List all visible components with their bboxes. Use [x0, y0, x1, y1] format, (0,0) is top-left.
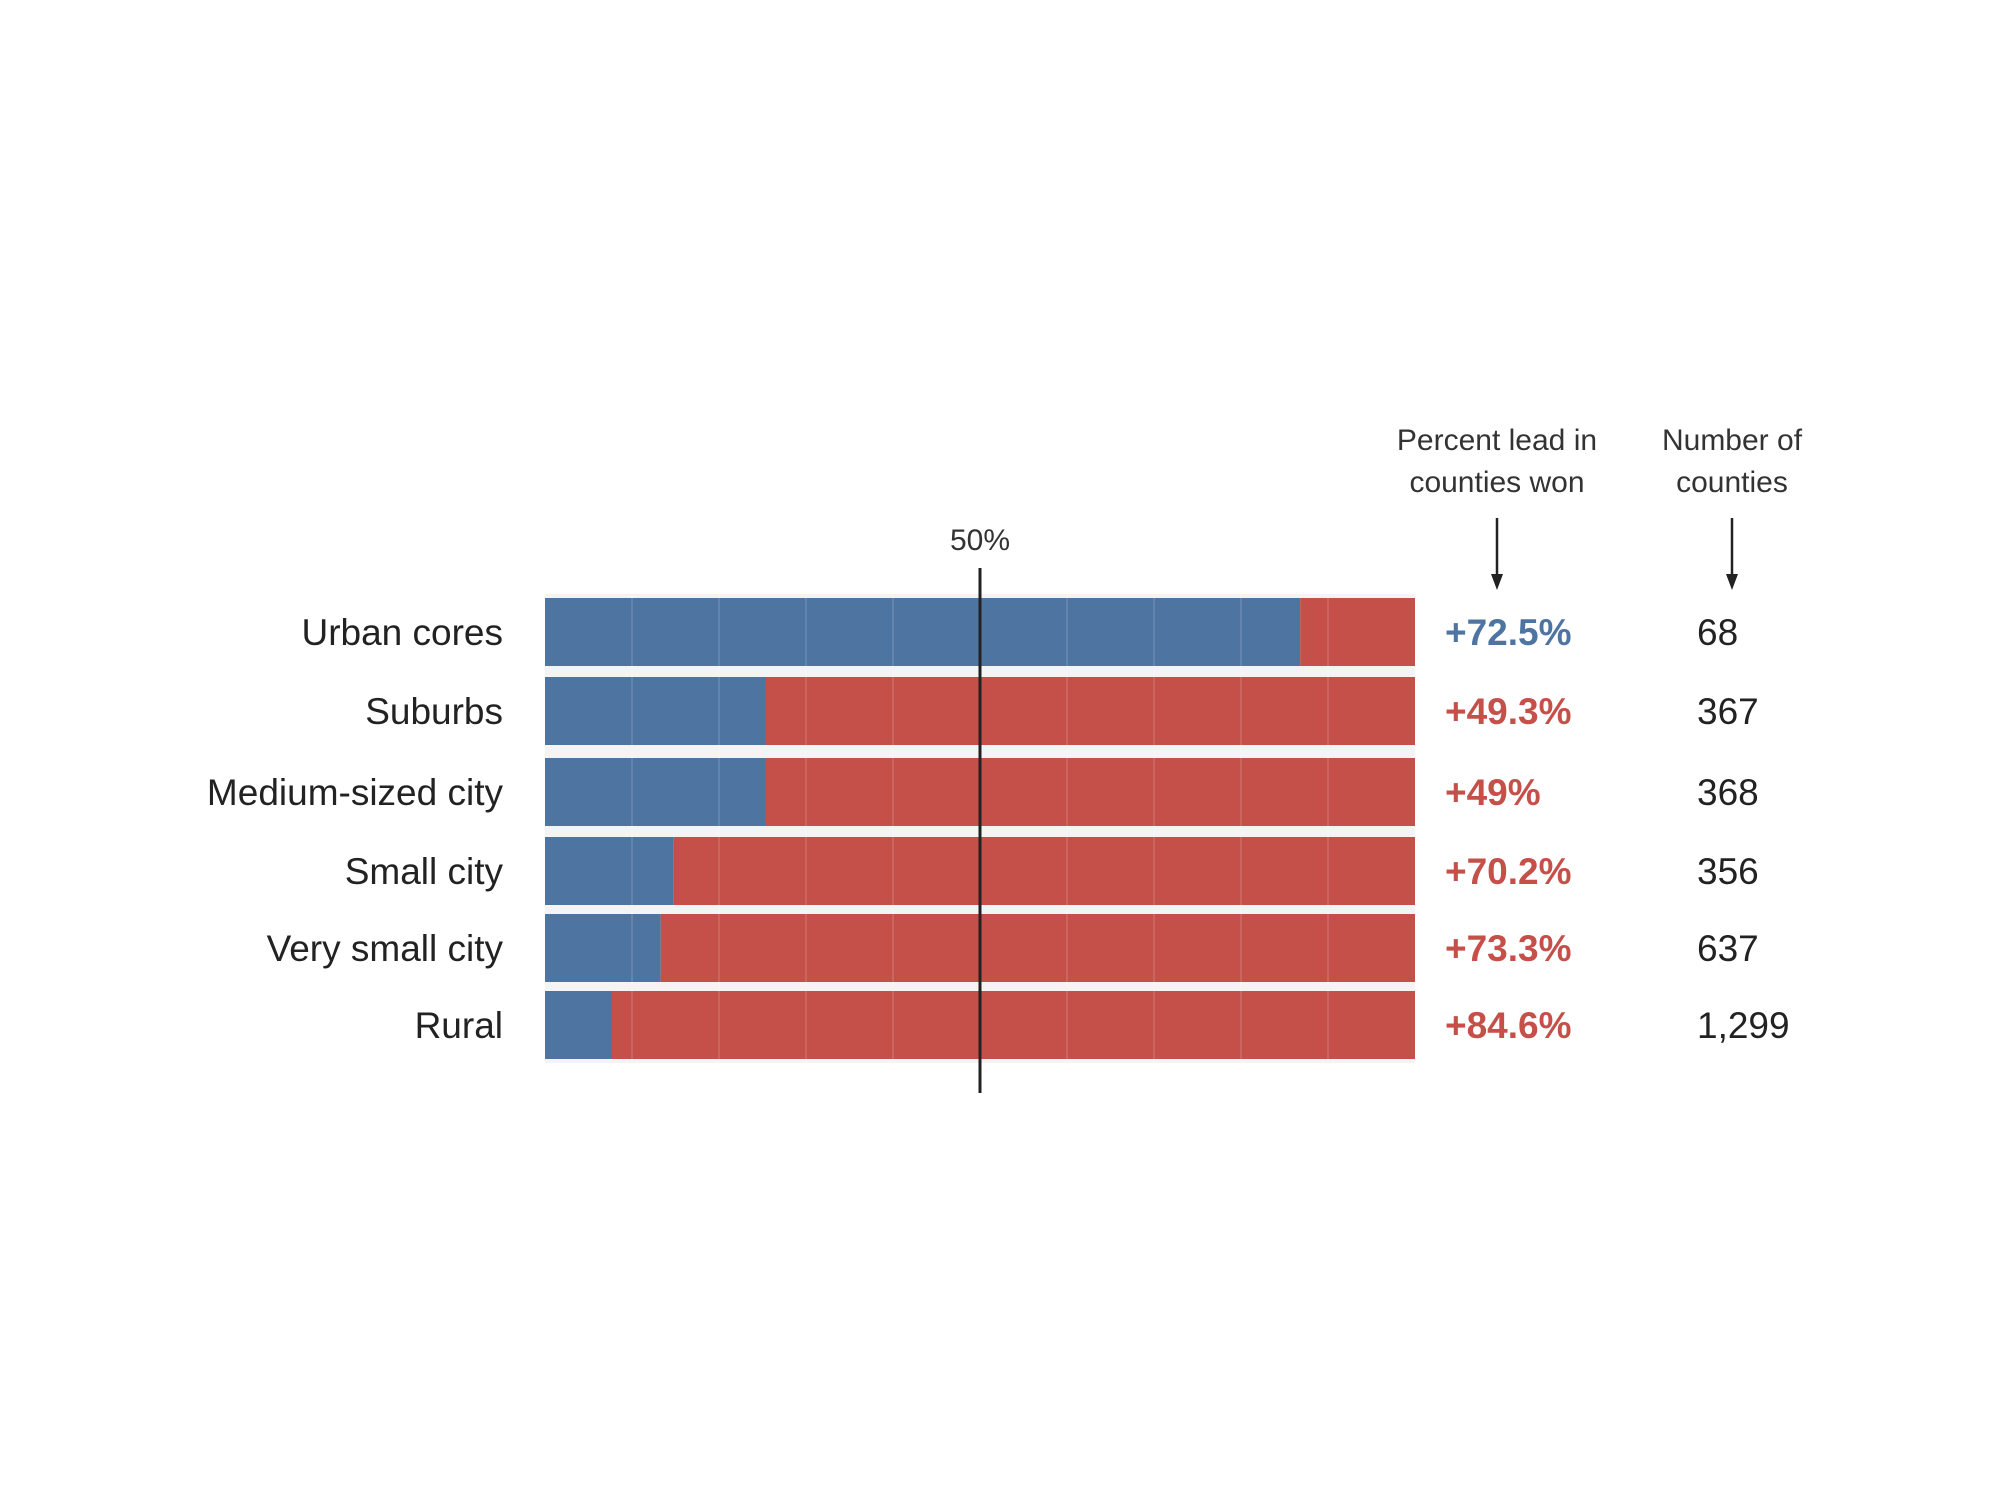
bar-blue-3: [545, 837, 674, 905]
bars-layer: [545, 598, 1415, 1059]
lead-header-line-1: Percent lead in: [1397, 424, 1597, 457]
lead-value: +49.3%: [1445, 691, 1572, 732]
count-header-line-2: counties: [1676, 466, 1788, 499]
county-count: 356: [1697, 851, 1759, 892]
bar-blue-5: [545, 991, 612, 1059]
bar-blue-0: [545, 598, 1301, 666]
category-label: Suburbs: [365, 691, 503, 732]
county-count: 68: [1697, 612, 1738, 653]
lead-header-arrow-head: [1491, 574, 1503, 590]
bar-blue-1: [545, 677, 766, 745]
midline-label: 50%: [950, 524, 1010, 557]
labels-layer: 50% Urban cores +72.5% 68 Suburbs +49.3% 367 Me…: [207, 524, 1790, 1093]
bar-blue-2: [545, 758, 766, 826]
county-count: 368: [1697, 772, 1759, 813]
county-count: 367: [1697, 691, 1759, 732]
lead-value: +70.2%: [1445, 851, 1572, 892]
bar-red-2: [765, 758, 1415, 826]
count-header-line-1: Number of: [1662, 424, 1803, 457]
bar-red-1: [765, 677, 1415, 745]
lead-header-line-2: counties won: [1409, 466, 1584, 499]
lead-value: +73.3%: [1445, 928, 1572, 969]
category-label: Urban cores: [301, 612, 503, 653]
bar-blue-4: [545, 914, 661, 982]
column-headers: Percent lead in counties won Number of coun…: [1397, 424, 1803, 590]
bar-red-3: [673, 837, 1415, 905]
bar-red-5: [611, 991, 1415, 1059]
lead-value: +49%: [1445, 772, 1541, 813]
bar-red-4: [660, 914, 1415, 982]
count-header-arrow-head: [1726, 574, 1738, 590]
bar-red-0: [1300, 598, 1415, 666]
lead-value: +84.6%: [1445, 1005, 1572, 1046]
category-label: Rural: [415, 1005, 503, 1046]
category-label: Very small city: [267, 928, 504, 969]
category-label: Medium-sized city: [207, 772, 504, 813]
county-count: 637: [1697, 928, 1759, 969]
category-label: Small city: [345, 851, 504, 892]
lead-value: +72.5%: [1445, 612, 1572, 653]
county-count: 1,299: [1697, 1005, 1790, 1046]
